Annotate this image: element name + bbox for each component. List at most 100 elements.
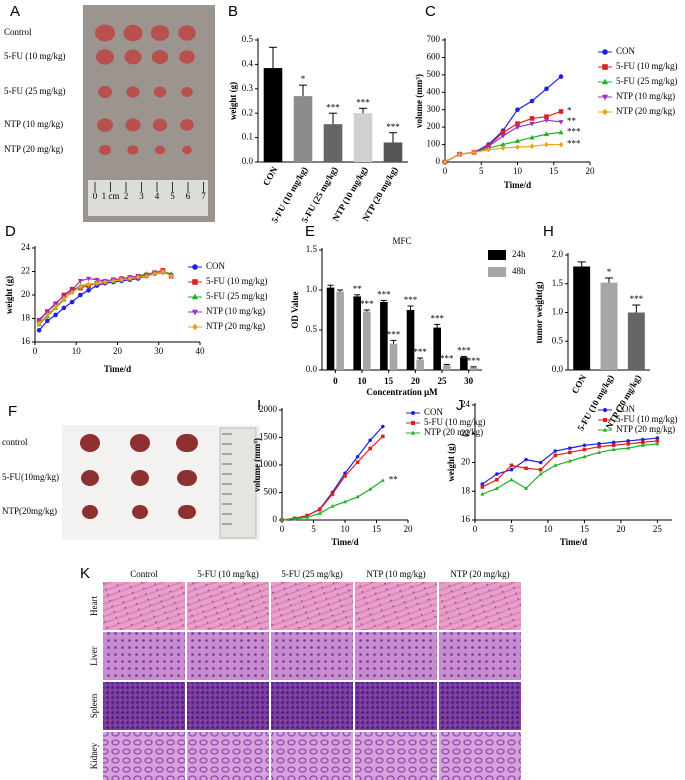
marker <box>543 118 550 123</box>
marker <box>529 116 535 121</box>
y-tick-label: 0.5 <box>306 324 318 334</box>
legend-marker <box>603 418 607 422</box>
micrograph <box>439 632 521 680</box>
y-tick-label: 0.0 <box>242 156 254 166</box>
bar <box>336 291 344 370</box>
marker <box>78 292 83 298</box>
significance: *** <box>467 356 481 366</box>
marker <box>515 144 520 150</box>
micrograph <box>355 632 437 680</box>
marker <box>152 271 157 277</box>
marker <box>78 284 83 290</box>
y-tick-label: 1.0 <box>552 307 564 317</box>
marker <box>168 273 174 279</box>
significance: ** <box>567 116 577 126</box>
y-tick-label: 18 <box>461 485 471 495</box>
x-tick-label: 15 <box>372 524 382 534</box>
marker <box>568 446 572 450</box>
bar <box>406 310 415 370</box>
x-tick-label: 10 <box>358 376 368 386</box>
legend-marker <box>191 293 199 300</box>
tumor <box>153 86 167 98</box>
micrograph <box>439 682 521 730</box>
tumor <box>150 25 170 41</box>
micrograph <box>103 682 185 730</box>
y-tick-label: 1.5 <box>306 244 318 254</box>
marker <box>480 482 485 486</box>
legend-label: NTP (10 mg/kg) <box>616 91 675 101</box>
marker <box>45 318 50 324</box>
row-label: control <box>2 437 28 447</box>
y-tick-label: 300 <box>427 104 441 114</box>
column-header: 5-FU (10 mg/kg) <box>197 569 259 579</box>
y-axis-label: OD Value <box>290 291 300 328</box>
bar <box>416 359 424 370</box>
row-label: NTP(20mg/kg) <box>2 506 57 516</box>
marker <box>480 485 485 489</box>
bar <box>380 302 388 370</box>
marker <box>544 141 549 148</box>
ruler-label: 6 <box>186 191 191 201</box>
legend-label: 5-FU (25 mg/kg) <box>616 76 678 86</box>
marker <box>343 474 347 478</box>
micrograph <box>439 732 521 780</box>
marker <box>53 303 58 310</box>
ruler-label: 3 <box>139 191 144 201</box>
tumor <box>182 145 192 155</box>
marker <box>553 449 558 453</box>
ruler-label: 1 cm <box>102 191 120 201</box>
series-line <box>281 479 384 521</box>
micrograph <box>103 732 185 780</box>
legend-marker <box>602 108 608 116</box>
significance: ** <box>389 474 399 484</box>
marker <box>69 299 75 305</box>
marker <box>127 275 133 282</box>
panel-letter: J <box>456 397 464 414</box>
marker <box>495 477 499 482</box>
marker <box>36 327 42 333</box>
y-tick-label: 200 <box>427 121 441 131</box>
x-tick-label: 15 <box>549 166 559 176</box>
legend-label: CON <box>206 261 226 271</box>
row-label: NTP (20 mg/kg) <box>4 144 63 154</box>
marker <box>626 442 631 446</box>
y-tick-label: 24 <box>461 399 471 409</box>
legend-label: 5-FU (10 mg/kg) <box>206 276 268 286</box>
marker <box>500 134 506 139</box>
y-tick-label: 500 <box>264 487 278 497</box>
significance: *** <box>413 347 427 357</box>
significance: ** <box>353 284 363 294</box>
marker <box>380 478 385 482</box>
y-axis-label: tumor weight(g) <box>534 281 544 343</box>
significance: *** <box>360 299 374 309</box>
significance: *** <box>630 294 644 304</box>
marker <box>611 440 616 445</box>
x-tick-label: 15 <box>580 524 590 534</box>
y-tick-label: 1000 <box>259 459 278 469</box>
micrograph <box>439 582 521 630</box>
tumor <box>80 434 100 452</box>
x-tick-label: 0 <box>333 376 338 386</box>
legend-label: CON <box>424 407 444 417</box>
marker <box>641 440 645 445</box>
y-axis-label: volume (mm³) <box>414 74 424 128</box>
marker <box>529 121 535 127</box>
marker <box>543 131 550 136</box>
marker <box>44 309 50 315</box>
bar <box>389 343 398 370</box>
marker <box>509 467 514 472</box>
bar <box>600 282 618 370</box>
x-tick-label: 5 <box>509 524 514 534</box>
y-axis-label: weight (g) <box>228 82 238 120</box>
marker <box>597 450 602 454</box>
marker <box>36 317 42 323</box>
significance: * <box>607 267 612 277</box>
tumor <box>124 49 142 65</box>
micrograph <box>271 682 353 730</box>
ruler-label: 5 <box>170 191 175 201</box>
legend-label: NTP (20 mg/kg) <box>616 424 675 434</box>
x-tick-label: 25 <box>653 524 663 534</box>
micrograph <box>187 632 269 680</box>
bar <box>263 68 283 162</box>
micrograph <box>103 632 185 680</box>
